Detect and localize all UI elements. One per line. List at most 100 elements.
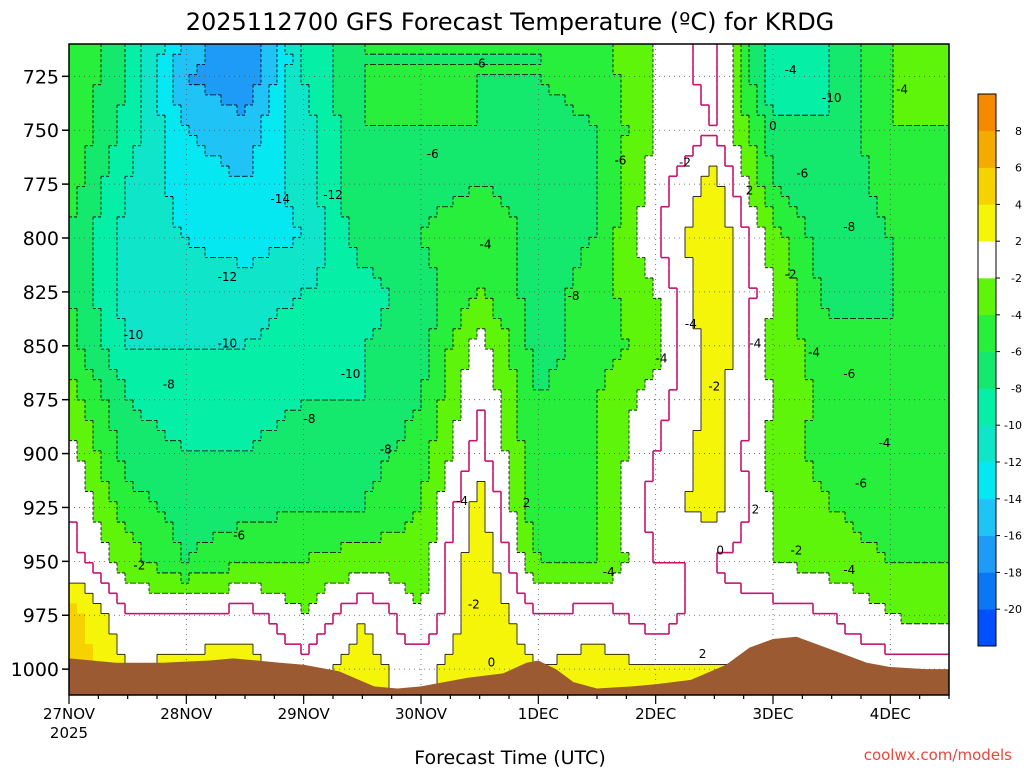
temperature-cell (621, 471, 630, 482)
temperature-cell (877, 318, 886, 330)
temperature-cell (605, 44, 614, 55)
temperature-cell (485, 308, 494, 320)
temperature-cell (453, 125, 462, 137)
temperature-cell (637, 237, 646, 249)
temperature-cell (349, 64, 358, 76)
temperature-cell (381, 186, 390, 198)
temperature-cell (853, 166, 862, 177)
temperature-cell (173, 186, 182, 198)
temperature-cell (197, 369, 206, 381)
temperature-cell (117, 328, 126, 340)
temperature-cell (413, 257, 422, 269)
temperature-cell (253, 481, 262, 493)
temperature-cell (805, 481, 814, 493)
temperature-cell (197, 338, 206, 350)
temperature-cell (213, 338, 222, 350)
temperature-cell (77, 338, 86, 350)
temperature-cell (117, 308, 126, 320)
temperature-cell (181, 288, 190, 299)
temperature-cell (885, 216, 894, 228)
temperature-cell (933, 298, 942, 310)
temperature-cell (213, 420, 222, 432)
temperature-cell (197, 349, 206, 360)
temperature-cell (909, 420, 918, 432)
temperature-cell (437, 450, 446, 462)
temperature-cell (237, 247, 246, 259)
temperature-cell (901, 298, 910, 310)
temperature-cell (917, 247, 926, 259)
temperature-cell (85, 84, 94, 96)
temperature-cell (445, 74, 454, 86)
temperature-cell (381, 359, 390, 371)
temperature-cell (549, 227, 558, 238)
temperature-cell (101, 349, 110, 360)
temperature-cell (485, 94, 494, 106)
temperature-cell (797, 359, 806, 371)
temperature-cell (605, 328, 614, 340)
temperature-cell (741, 308, 750, 320)
temperature-cell (717, 237, 726, 249)
temperature-cell (285, 145, 294, 157)
temperature-cell (501, 400, 510, 411)
temperature-cell (461, 491, 470, 503)
temperature-cell (637, 44, 646, 55)
temperature-cell (845, 247, 854, 259)
temperature-cell (477, 206, 486, 218)
temperature-cell (141, 379, 150, 391)
temperature-cell (109, 216, 118, 228)
temperature-cell (405, 481, 414, 493)
temperature-cell (293, 328, 302, 340)
temperature-cell (565, 308, 574, 320)
temperature-cell (349, 369, 358, 381)
temperature-cell (565, 430, 574, 442)
temperature-cell (461, 216, 470, 228)
temperature-cell (405, 176, 414, 187)
temperature-cell (549, 247, 558, 259)
temperature-cell (909, 166, 918, 177)
temperature-cell (901, 44, 910, 55)
temperature-cell (125, 359, 134, 371)
temperature-cell (77, 186, 86, 198)
temperature-cell (125, 247, 134, 259)
temperature-cell (797, 257, 806, 269)
temperature-cell (109, 450, 118, 462)
temperature-cell (189, 318, 198, 330)
temperature-cell (157, 54, 166, 65)
temperature-cell (197, 94, 206, 106)
temperature-cell (773, 186, 782, 198)
temperature-cell (421, 237, 430, 249)
temperature-cell (189, 410, 198, 421)
temperature-cell (669, 349, 678, 360)
temperature-cell (781, 308, 790, 320)
temperature-cell (885, 288, 894, 299)
temperature-cell (565, 471, 574, 482)
temperature-cell (597, 400, 606, 411)
temperature-cell (157, 115, 166, 126)
temperature-cell (341, 115, 350, 126)
temperature-cell (765, 471, 774, 482)
temperature-cell (317, 145, 326, 157)
temperature-cell (509, 247, 518, 259)
temperature-cell (325, 359, 334, 371)
temperature-cell (661, 379, 670, 391)
temperature-cell (693, 481, 702, 493)
temperature-cell (765, 359, 774, 371)
temperature-cell (341, 216, 350, 228)
temperature-cell (853, 379, 862, 391)
temperature-cell (109, 491, 118, 503)
temperature-cell (885, 440, 894, 452)
temperature-cell (901, 410, 910, 421)
temperature-cell (109, 84, 118, 96)
temperature-cell (525, 115, 534, 126)
temperature-cell (485, 176, 494, 187)
temperature-cell (509, 491, 518, 503)
temperature-cell (365, 247, 374, 259)
temperature-cell (189, 308, 198, 320)
temperature-cell (309, 166, 318, 177)
temperature-cell (189, 64, 198, 76)
temperature-cell (645, 105, 654, 116)
temperature-cell (269, 186, 278, 198)
temperature-cell (501, 135, 510, 147)
temperature-cell (773, 166, 782, 177)
temperature-cell (85, 277, 94, 289)
